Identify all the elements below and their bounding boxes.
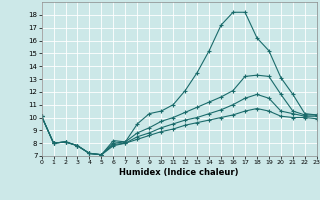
X-axis label: Humidex (Indice chaleur): Humidex (Indice chaleur) (119, 168, 239, 177)
